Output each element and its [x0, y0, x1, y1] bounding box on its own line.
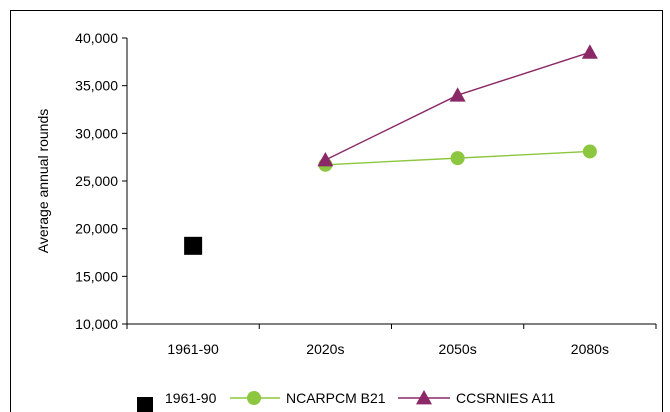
legend-item: NCARPCM B21	[230, 390, 386, 406]
x-tick-label: 2080s	[571, 341, 609, 357]
x-ticks: 1961-90 2020s 2050s 2080s	[126, 324, 657, 357]
x-tick-label: 2020s	[306, 341, 344, 357]
legend-item: 1961-90	[137, 390, 217, 412]
legend: 1961-90 NCARPCM B21 CCSRNIES A11	[137, 390, 556, 412]
series-ncarpcm-b21	[318, 144, 597, 172]
series-ccsrnies-a11	[317, 44, 598, 167]
y-tick-label: 25,000	[75, 173, 118, 189]
x-tick-label: 2050s	[439, 341, 477, 357]
y-ticks: 10,000 15,000 20,000 25,000 30,000 35,000 40,0…	[75, 30, 127, 332]
legend-label: NCARPCM B21	[286, 390, 386, 406]
data-point	[317, 152, 334, 167]
legend-label: 1961-90	[165, 390, 217, 406]
legend-marker	[137, 397, 153, 412]
y-tick-label: 35,000	[75, 78, 118, 94]
data-point	[582, 144, 597, 159]
series-1961-90	[184, 236, 203, 255]
series-group	[184, 44, 598, 255]
y-tick-label: 15,000	[75, 268, 118, 284]
y-axis-label: Average annual rounds	[35, 109, 51, 254]
y-tick-label: 30,000	[75, 125, 118, 141]
legend-marker	[416, 390, 432, 405]
y-tick-label: 40,000	[75, 30, 118, 46]
x-tick-label: 1961-90	[167, 341, 219, 357]
legend-label: CCSRNIES A11	[456, 390, 556, 406]
y-tick-label: 10,000	[75, 316, 118, 332]
data-point	[450, 151, 465, 166]
data-point	[581, 44, 598, 59]
chart-frame	[10, 10, 663, 412]
y-tick-label: 20,000	[75, 221, 118, 237]
data-point	[449, 87, 466, 102]
data-point	[184, 236, 203, 255]
series-line	[325, 51, 591, 161]
axes	[126, 38, 656, 325]
legend-marker	[247, 391, 261, 405]
legend-item: CCSRNIES A11	[398, 390, 556, 406]
